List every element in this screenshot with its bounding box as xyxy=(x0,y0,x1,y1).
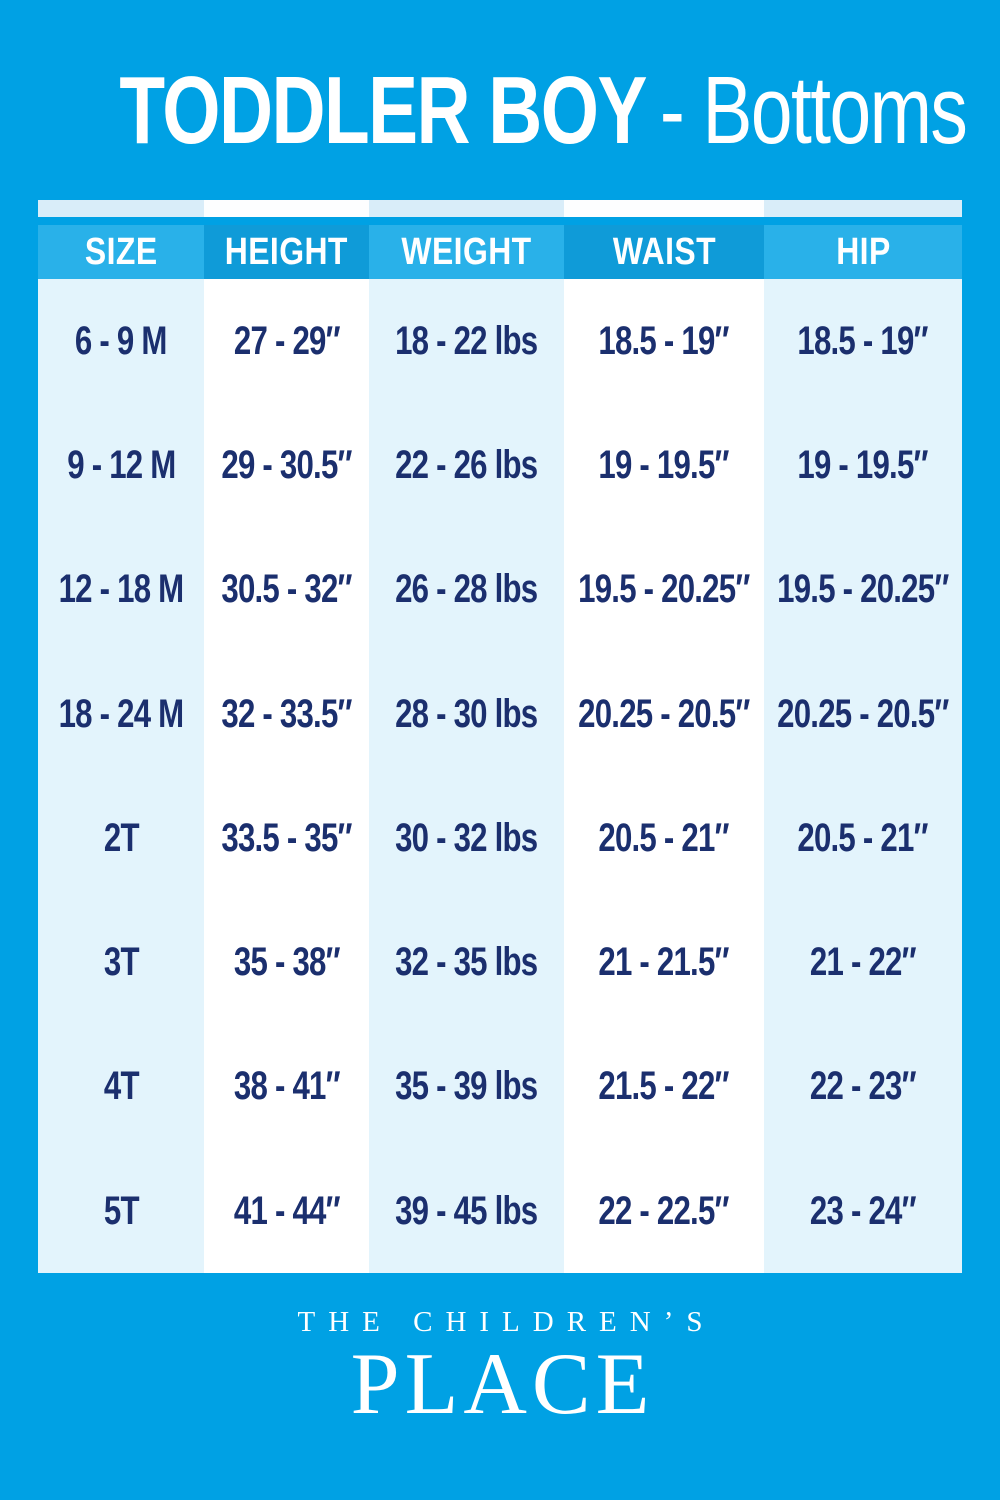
table-row: 12 - 18 M 30.5 - 32″ 26 - 28 lbs 19.5 - … xyxy=(38,527,962,652)
hip-cell: 23 - 24″ xyxy=(764,1149,962,1274)
table-row: 9 - 12 M 29 - 30.5″ 22 - 26 lbs 19 - 19.… xyxy=(38,403,962,528)
weight-cell: 26 - 28 lbs xyxy=(369,527,564,652)
table-row: 4T 38 - 41″ 35 - 39 lbs 21.5 - 22″ 22 - … xyxy=(38,1024,962,1150)
title-sub: - Bottoms xyxy=(659,57,968,164)
brand-logo-top-line: THE CHILDREN’S xyxy=(297,1306,716,1338)
waist-cell: 21.5 - 22″ xyxy=(564,1024,764,1150)
waist-cell: 19.5 - 20.25″ xyxy=(564,527,764,652)
weight-cell: 18 - 22 lbs xyxy=(369,279,564,404)
size-cell: 2T xyxy=(38,776,204,901)
strip-cell xyxy=(564,200,764,217)
waist-cell: 18.5 - 19″ xyxy=(564,279,764,404)
strip-cell xyxy=(369,200,564,217)
waist-cell: 19 - 19.5″ xyxy=(564,403,764,528)
hip-cell: 20.25 - 20.5″ xyxy=(764,651,962,777)
weight-cell: 39 - 45 lbs xyxy=(369,1149,564,1274)
title-main: TODDLER BOY xyxy=(119,57,647,164)
size-cell: 4T xyxy=(38,1024,204,1150)
hip-cell: 19.5 - 20.25″ xyxy=(764,527,962,652)
header-size: SIZE xyxy=(38,225,204,279)
size-chart-table: SIZE HEIGHT WEIGHT WAIST HIP 6 - 9 M 27 … xyxy=(38,200,962,1274)
height-cell: 29 - 30.5″ xyxy=(204,403,369,528)
size-cell: 9 - 12 M xyxy=(38,403,204,528)
brand-logo-bottom-line: PLACE xyxy=(350,1336,655,1433)
strip-cell xyxy=(38,200,204,217)
hip-cell: 19 - 19.5″ xyxy=(764,403,962,528)
height-cell: 38 - 41″ xyxy=(204,1024,369,1150)
table-top-strip xyxy=(38,200,962,217)
table-row: 6 - 9 M 27 - 29″ 18 - 22 lbs 18.5 - 19″ … xyxy=(38,279,962,404)
weight-cell: 32 - 35 lbs xyxy=(369,900,564,1025)
header-height: HEIGHT xyxy=(204,225,369,279)
height-cell: 41 - 44″ xyxy=(204,1149,369,1274)
hip-cell: 18.5 - 19″ xyxy=(764,279,962,404)
header-waist: WAIST xyxy=(564,225,764,279)
header-hip: HIP xyxy=(764,225,962,279)
waist-cell: 20.25 - 20.5″ xyxy=(564,651,764,777)
size-cell: 3T xyxy=(38,900,204,1025)
brand-logo: THE CHILDREN’S PLACE xyxy=(0,1306,1000,1429)
size-cell: 12 - 18 M xyxy=(38,527,204,652)
waist-cell: 21 - 21.5″ xyxy=(564,900,764,1025)
weight-cell: 22 - 26 lbs xyxy=(369,403,564,528)
hip-cell: 21 - 22″ xyxy=(764,900,962,1025)
hip-cell: 20.5 - 21″ xyxy=(764,776,962,901)
weight-cell: 30 - 32 lbs xyxy=(369,776,564,901)
hip-cell: 22 - 23″ xyxy=(764,1024,962,1150)
header-weight: WEIGHT xyxy=(369,225,564,279)
table-row: 5T 41 - 44″ 39 - 45 lbs 22 - 22.5″ 23 - … xyxy=(38,1149,962,1274)
waist-cell: 22 - 22.5″ xyxy=(564,1149,764,1274)
height-cell: 32 - 33.5″ xyxy=(204,651,369,777)
strip-cell xyxy=(764,200,962,217)
height-cell: 27 - 29″ xyxy=(204,279,369,404)
waist-cell: 20.5 - 21″ xyxy=(564,776,764,901)
height-cell: 33.5 - 35″ xyxy=(204,776,369,901)
table-row: 18 - 24 M 32 - 33.5″ 28 - 30 lbs 20.25 -… xyxy=(38,651,962,777)
height-cell: 35 - 38″ xyxy=(204,900,369,1025)
table-row: 3T 35 - 38″ 32 - 35 lbs 21 - 21.5″ 21 - … xyxy=(38,900,962,1025)
size-cell: 18 - 24 M xyxy=(38,651,204,777)
weight-cell: 28 - 30 lbs xyxy=(369,651,564,777)
table-header-row: SIZE HEIGHT WEIGHT WAIST HIP xyxy=(38,225,962,279)
page-title: TODDLER BOY - Bottoms xyxy=(0,58,1000,164)
size-cell: 5T xyxy=(38,1149,204,1274)
weight-cell: 35 - 39 lbs xyxy=(369,1024,564,1150)
table-row: 2T 33.5 - 35″ 30 - 32 lbs 20.5 - 21″ 20.… xyxy=(38,776,962,901)
size-cell: 6 - 9 M xyxy=(38,279,204,404)
height-cell: 30.5 - 32″ xyxy=(204,527,369,652)
strip-cell xyxy=(204,200,369,217)
